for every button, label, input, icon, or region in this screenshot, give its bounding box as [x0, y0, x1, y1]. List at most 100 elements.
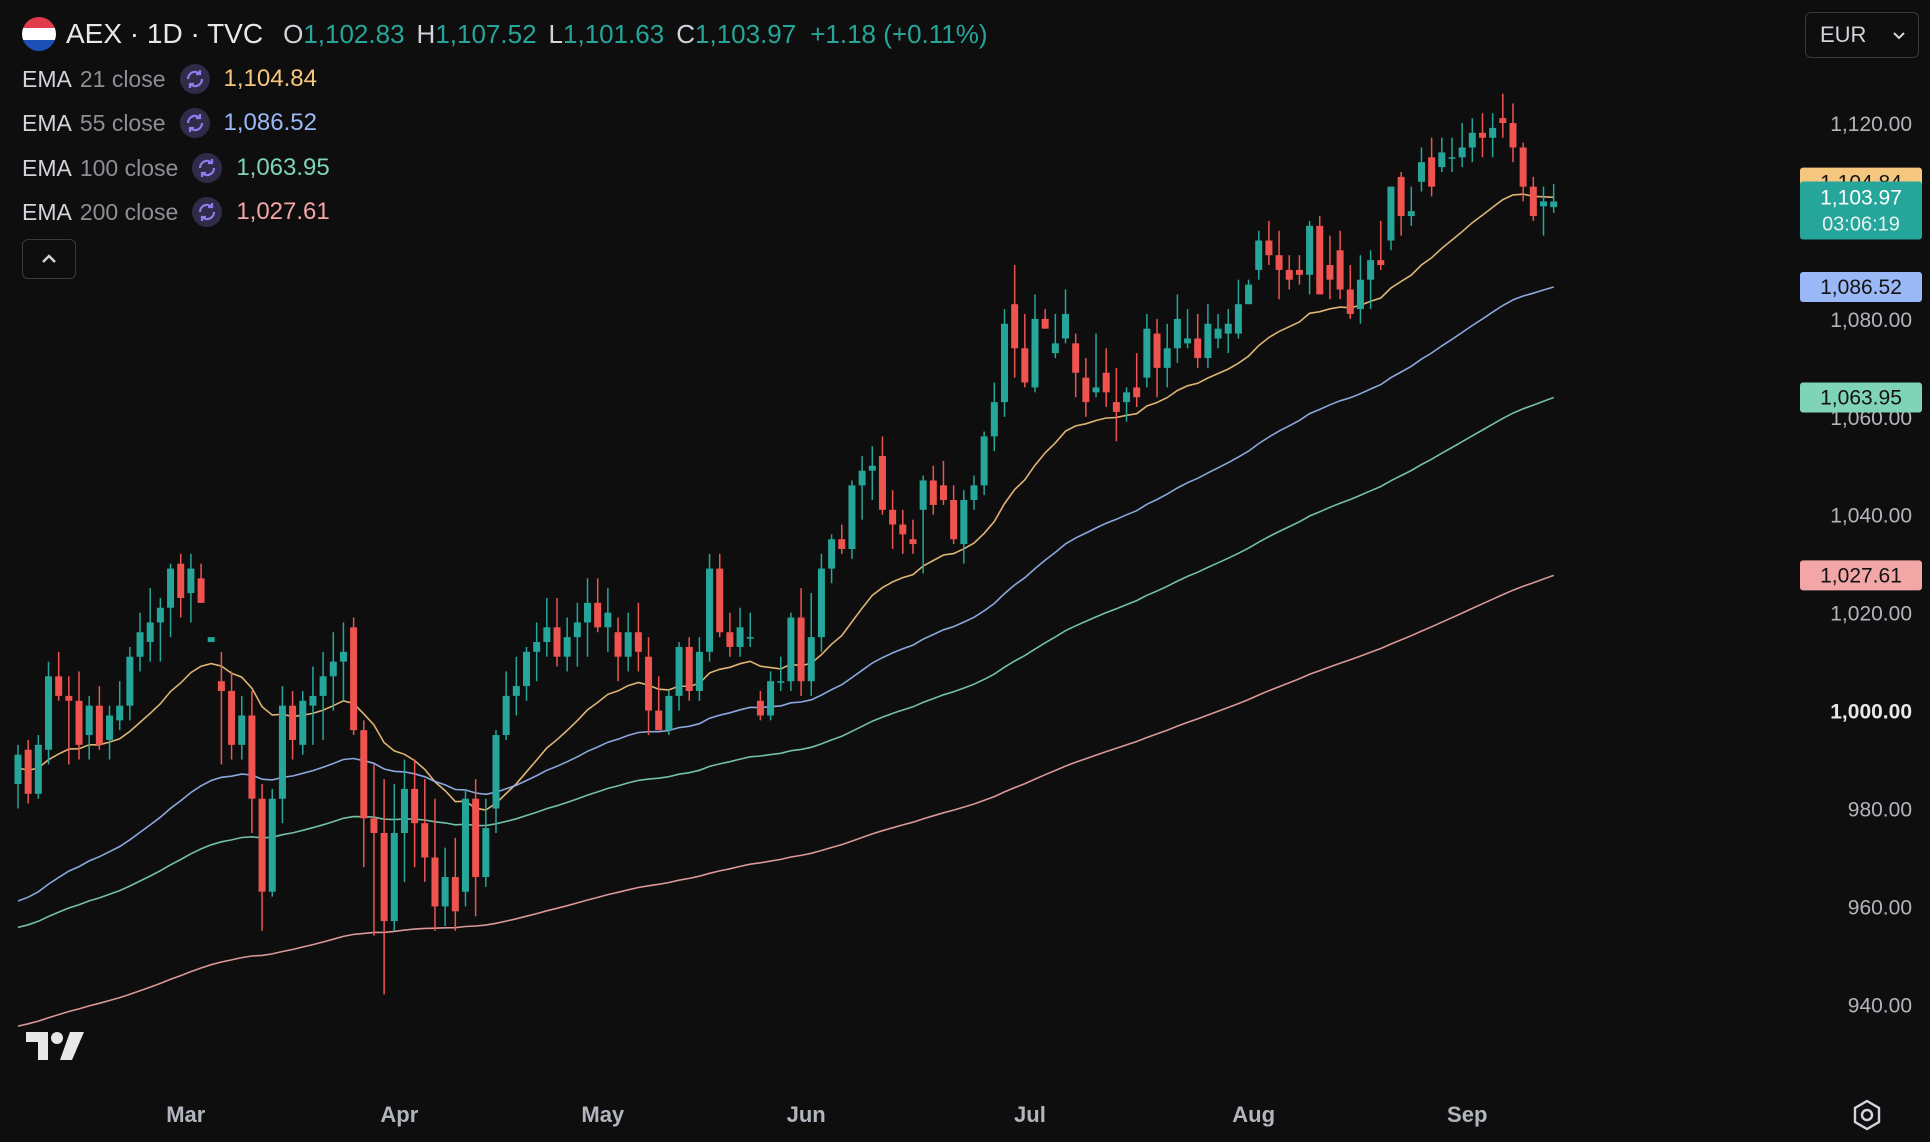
refresh-icon[interactable]	[192, 153, 223, 183]
candle-body	[990, 402, 998, 437]
candle	[1204, 304, 1212, 368]
refresh-icon[interactable]	[179, 64, 210, 94]
settings-icon[interactable]	[1850, 1098, 1884, 1132]
x-tick-label: Mar	[166, 1102, 206, 1127]
refresh-icon[interactable]	[179, 108, 210, 138]
candle-body	[1173, 318, 1181, 349]
candle	[1489, 113, 1497, 158]
indicator-ema-21[interactable]: EMA 21 close 1,104.84	[22, 59, 317, 99]
last-price-value: 1,103.97	[1820, 187, 1902, 210]
candle-body	[685, 646, 693, 691]
candle	[1519, 142, 1527, 202]
indicator-ema-100[interactable]: EMA 100 close 1,063.95	[22, 148, 330, 188]
low-label: L	[548, 18, 564, 49]
candle-body	[889, 509, 897, 525]
ema-55-price-label: 1,086.52	[1800, 271, 1922, 302]
candle-body	[1550, 201, 1558, 208]
candle-body	[817, 568, 825, 638]
candle	[868, 446, 876, 501]
candle-body	[482, 828, 490, 878]
candle-body	[1082, 377, 1090, 403]
ema-55-price-label-bg	[1800, 271, 1922, 302]
y-tick-label: 960.00	[1848, 896, 1912, 919]
y-tick-label: 1,020.00	[1830, 603, 1912, 626]
candle-body	[1234, 304, 1242, 334]
candle-body	[1041, 318, 1049, 329]
ema-100-price-label-bg	[1800, 382, 1922, 413]
candle	[990, 382, 998, 452]
candle-body	[899, 524, 907, 535]
collapse-indicators-button[interactable]	[22, 239, 76, 279]
candle	[726, 612, 734, 657]
candle-body	[350, 627, 358, 731]
candle	[278, 686, 286, 824]
candle-body	[1509, 123, 1517, 148]
candle-body	[207, 637, 215, 643]
close-label: C	[676, 18, 696, 49]
candle-body	[512, 686, 520, 696]
ema-line	[17, 193, 1554, 811]
candle-body	[1224, 323, 1232, 334]
tradingview-logo-icon[interactable]	[26, 1030, 84, 1062]
ema-line	[17, 574, 1554, 1027]
candle-body	[807, 637, 815, 682]
candle-body	[1184, 338, 1192, 344]
candle-body	[1540, 201, 1547, 207]
candle-body	[848, 485, 856, 549]
candle	[258, 784, 266, 931]
indicator-name: EMA	[22, 198, 72, 225]
x-tick-label: Apr	[380, 1102, 418, 1127]
candle-body	[868, 465, 876, 471]
candle-body	[1163, 348, 1171, 368]
candle-body	[461, 798, 469, 892]
x-tick-label: Sep	[1447, 1102, 1487, 1127]
candle	[339, 622, 347, 701]
candle-body	[695, 651, 703, 691]
candle	[1265, 220, 1273, 266]
candle-body	[1448, 157, 1456, 159]
indicator-ema-55[interactable]: EMA 55 close 1,086.52	[22, 103, 317, 143]
candle-body	[1000, 323, 1008, 403]
candle	[848, 480, 856, 559]
candle-body	[756, 700, 764, 716]
y-tick-label: 1,080.00	[1830, 309, 1912, 332]
x-tick-label: Jun	[787, 1102, 826, 1127]
candle	[706, 553, 714, 662]
candle-body	[1346, 289, 1354, 314]
candle	[370, 764, 378, 936]
candle-body	[441, 877, 449, 907]
candle	[889, 490, 897, 549]
candle	[116, 681, 124, 731]
candle-body	[716, 568, 724, 633]
candle	[1397, 171, 1405, 236]
candle	[1051, 313, 1059, 359]
indicator-ema-200[interactable]: EMA 200 close 1,027.61	[22, 192, 330, 232]
symbol-title[interactable]: AEX · 1D · TVC	[66, 18, 264, 49]
currency-select[interactable]: EUR	[1805, 12, 1919, 58]
candle-body	[645, 656, 653, 711]
candle	[1509, 103, 1517, 163]
candle-body	[614, 632, 622, 657]
candle	[1245, 279, 1253, 305]
indicator-name: EMA	[22, 109, 72, 136]
x-tick-label: May	[581, 1102, 625, 1127]
candle-body	[1143, 328, 1151, 378]
refresh-icon[interactable]	[192, 197, 223, 227]
candle-body	[268, 798, 276, 892]
candle	[289, 690, 297, 760]
candle	[1153, 318, 1161, 398]
candle	[126, 646, 134, 721]
candle-body	[177, 563, 185, 598]
candle	[1214, 313, 1222, 349]
candle	[543, 597, 551, 657]
candle-body	[919, 480, 927, 510]
candle-body	[278, 705, 286, 799]
candle-body	[1062, 313, 1070, 339]
candle	[614, 617, 622, 682]
last-price-label: 1,103.97 03:06:19	[1800, 181, 1922, 240]
candle	[523, 646, 530, 701]
candle-body	[24, 749, 32, 794]
candle-body	[136, 632, 144, 657]
candle	[350, 617, 358, 736]
